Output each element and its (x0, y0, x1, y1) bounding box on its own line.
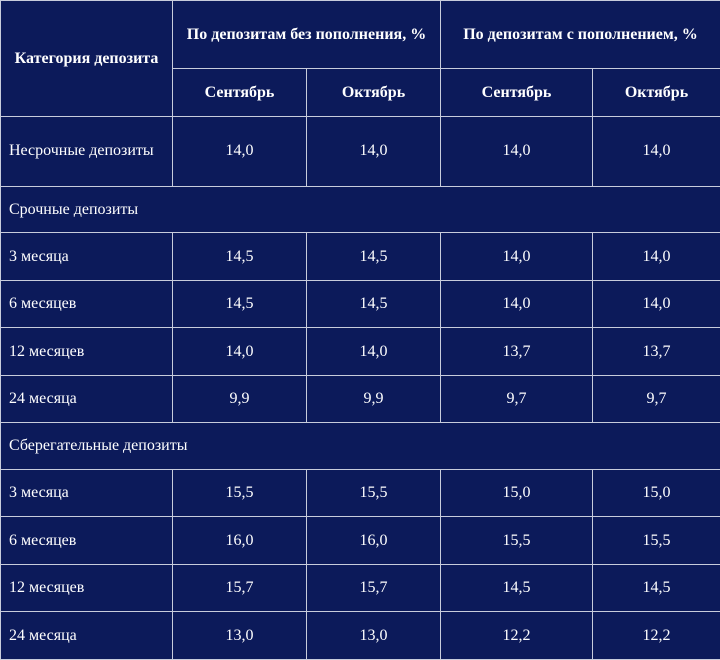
table-row: 12 месяцев 15,7 15,7 14,5 14,5 (1, 564, 720, 613)
rate-cell: 14,5 (307, 280, 441, 329)
header-month: Октябрь (307, 69, 441, 117)
section-title: Срочные депозиты (1, 187, 720, 234)
rate-cell: 15,5 (593, 517, 720, 565)
row-label: 12 месяцев (1, 564, 173, 613)
rate-cell: 9,9 (173, 375, 307, 424)
row-label: 24 месяца (1, 375, 173, 424)
rate-cell: 14,5 (593, 565, 720, 613)
rate-cell: 14,5 (173, 280, 307, 329)
row-label: Несрочные депозиты (1, 117, 173, 187)
rate-cell: 14,0 (441, 280, 593, 329)
header-month: Сентябрь (173, 69, 307, 117)
row-label: 3 месяца (1, 469, 173, 518)
rate-cell: 13,0 (173, 612, 307, 660)
table-row: 3 месяца 15,5 15,5 15,0 15,0 (1, 469, 720, 518)
row-label: 3 месяца (1, 233, 173, 281)
rate-cell: 12,2 (441, 612, 593, 660)
rate-cell: 14,0 (173, 328, 307, 376)
rate-cell: 14,0 (307, 328, 441, 376)
rate-cell: 9,9 (307, 375, 441, 424)
row-label: 6 месяцев (1, 280, 173, 329)
rate-cell: 14,0 (593, 281, 720, 329)
row-label: 12 месяцев (1, 328, 173, 376)
rate-cell: 9,7 (441, 375, 593, 424)
rate-cell: 14,0 (441, 233, 593, 281)
rate-cell: 14,0 (593, 117, 720, 187)
rate-cell: 14,5 (307, 233, 441, 281)
row-label: 24 месяца (1, 612, 173, 660)
table-row: Несрочные депозиты 14,0 14,0 14,0 14,0 (1, 117, 720, 187)
rate-cell: 15,0 (593, 470, 720, 518)
rate-cell: 12,2 (593, 612, 720, 660)
rate-cell: 9,7 (593, 376, 720, 424)
section-row: Сберегательные депозиты (1, 423, 720, 470)
rate-cell: 14,0 (441, 117, 593, 187)
rate-cell: 15,5 (441, 517, 593, 565)
header-group-topup: По депозитам с пополнением, % (441, 1, 720, 69)
table-row: 24 месяца 9,9 9,9 9,7 9,7 (1, 375, 720, 424)
table-row: 24 месяца 13,0 13,0 12,2 12,2 (1, 612, 720, 660)
rate-cell: 13,7 (593, 328, 720, 376)
rate-cell: 14,0 (307, 117, 441, 187)
row-label: 6 месяцев (1, 517, 173, 565)
rate-cell: 14,5 (173, 233, 307, 281)
header-month: Сентябрь (441, 69, 593, 117)
rate-cell: 13,0 (307, 612, 441, 660)
rate-cell: 16,0 (307, 517, 441, 565)
table-row: 12 месяцев 14,0 14,0 13,7 13,7 (1, 328, 720, 376)
table-row: 6 месяцев 14,5 14,5 14,0 14,0 (1, 280, 720, 329)
rate-cell: 16,0 (173, 517, 307, 565)
section-title: Сберегательные депозиты (1, 423, 720, 470)
rate-cell: 15,5 (173, 469, 307, 518)
rate-cell: 14,5 (441, 564, 593, 613)
rate-cell: 15,5 (307, 469, 441, 518)
rate-cell: 13,7 (441, 328, 593, 376)
rate-cell: 14,0 (593, 233, 720, 281)
rate-cell: 15,7 (307, 564, 441, 613)
rate-cell: 15,0 (441, 469, 593, 518)
rate-cell: 15,7 (173, 564, 307, 613)
header-group-no-topup: По депозитам без пополнения, % (173, 1, 441, 69)
section-row: Срочные депозиты (1, 187, 720, 234)
table-row: 3 месяца 14,5 14,5 14,0 14,0 (1, 233, 720, 281)
table-row: 6 месяцев 16,0 16,0 15,5 15,5 (1, 517, 720, 565)
header-category: Категория депозита (1, 1, 173, 117)
rate-cell: 14,0 (173, 117, 307, 187)
header-month: Октябрь (593, 69, 720, 117)
